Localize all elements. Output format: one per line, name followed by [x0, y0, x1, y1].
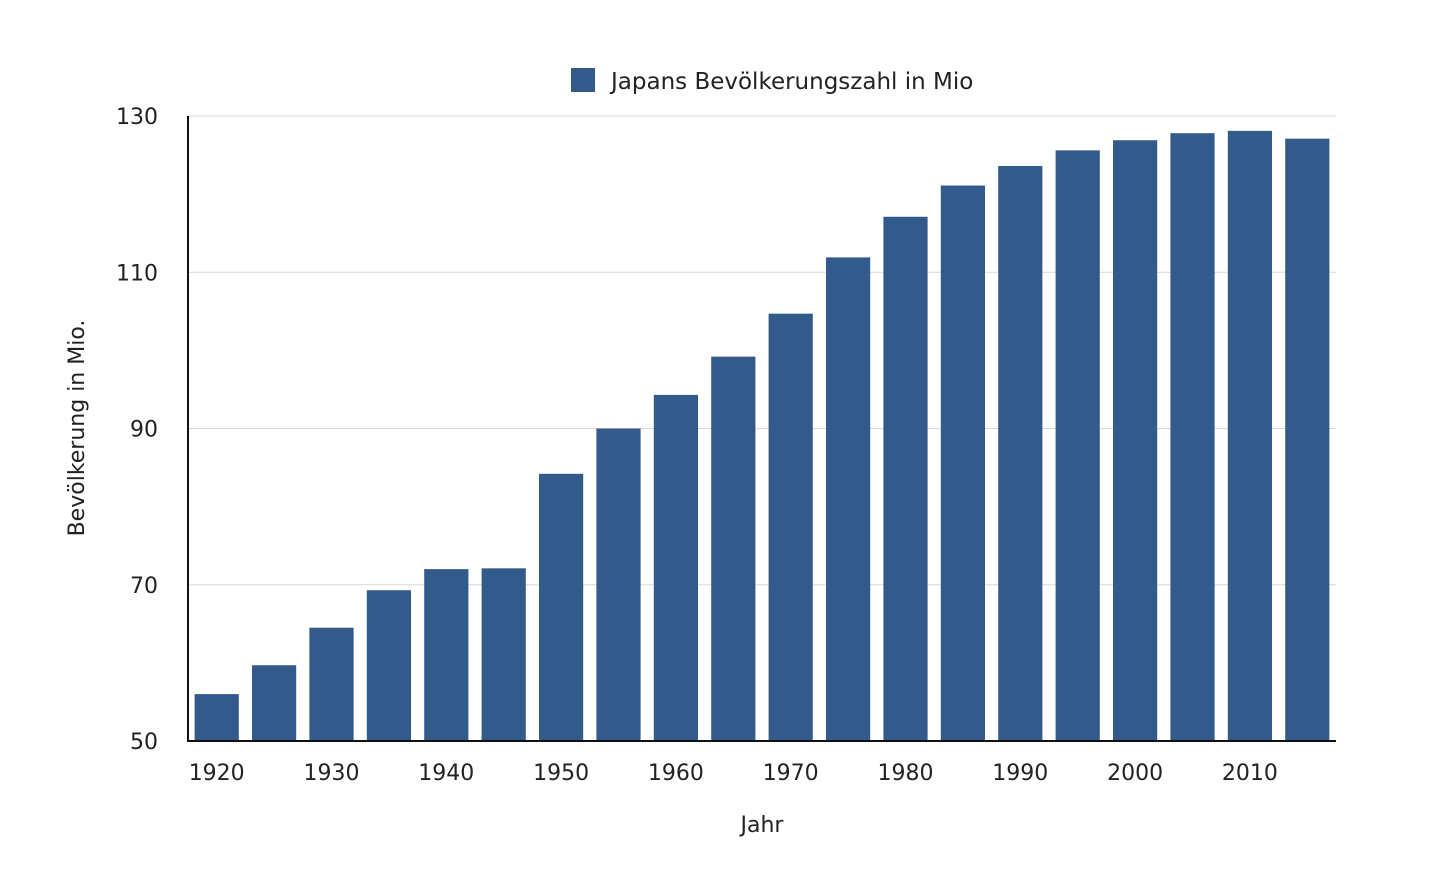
legend: Japans Bevölkerungszahl in Mio	[571, 68, 973, 95]
bar-1920	[194, 694, 239, 741]
bar-1935	[366, 590, 411, 741]
x-axis-title: Jahr	[739, 813, 785, 838]
y-tick-label: 130	[116, 105, 158, 130]
axes	[187, 116, 1336, 742]
gridlines	[188, 115, 1336, 586]
bar-1970	[768, 313, 813, 741]
bar-1955	[596, 428, 641, 741]
bars	[194, 130, 1330, 741]
y-tick-label: 70	[130, 574, 158, 599]
bar-2000	[1113, 140, 1158, 741]
y-tick-labels: 50 70 90 110 130	[116, 105, 158, 755]
bar-2005	[1170, 133, 1215, 741]
bar-1960	[653, 394, 698, 741]
x-tick-label: 1960	[648, 761, 704, 786]
x-tick-label: 1970	[763, 761, 819, 786]
x-tick-label: 2000	[1107, 761, 1163, 786]
bar-1990	[998, 166, 1043, 741]
bar-1985	[940, 185, 985, 741]
x-tick-label: 1940	[418, 761, 474, 786]
x-tick-label: 1920	[189, 761, 245, 786]
y-tick-label: 110	[116, 261, 158, 286]
bar-1940	[424, 569, 469, 741]
legend-label: Japans Bevölkerungszahl in Mio	[609, 69, 973, 95]
bar-1965	[711, 356, 756, 741]
y-tick-label: 50	[130, 730, 158, 755]
bar-1980	[883, 216, 928, 741]
x-tick-labels: 1920 1930 1940 1950 1960 1970 1980 1990 2000 2010	[189, 761, 1278, 786]
x-tick-label: 1950	[533, 761, 589, 786]
bar-2015	[1285, 138, 1330, 741]
bar-1925	[252, 665, 297, 741]
legend-swatch	[571, 68, 595, 92]
y-tick-label: 90	[130, 418, 158, 443]
x-tick-label: 1980	[878, 761, 934, 786]
x-tick-label: 2010	[1222, 761, 1278, 786]
x-tick-label: 1990	[992, 761, 1048, 786]
y-axis-title: Bevölkerung in Mio.	[65, 320, 90, 537]
bar-1995	[1055, 150, 1100, 741]
x-tick-label: 1930	[304, 761, 360, 786]
bar-2010	[1227, 130, 1272, 741]
bar-1930	[309, 627, 354, 741]
bar-1945	[481, 568, 526, 741]
bar-1975	[826, 257, 871, 741]
bar-1950	[539, 473, 584, 741]
